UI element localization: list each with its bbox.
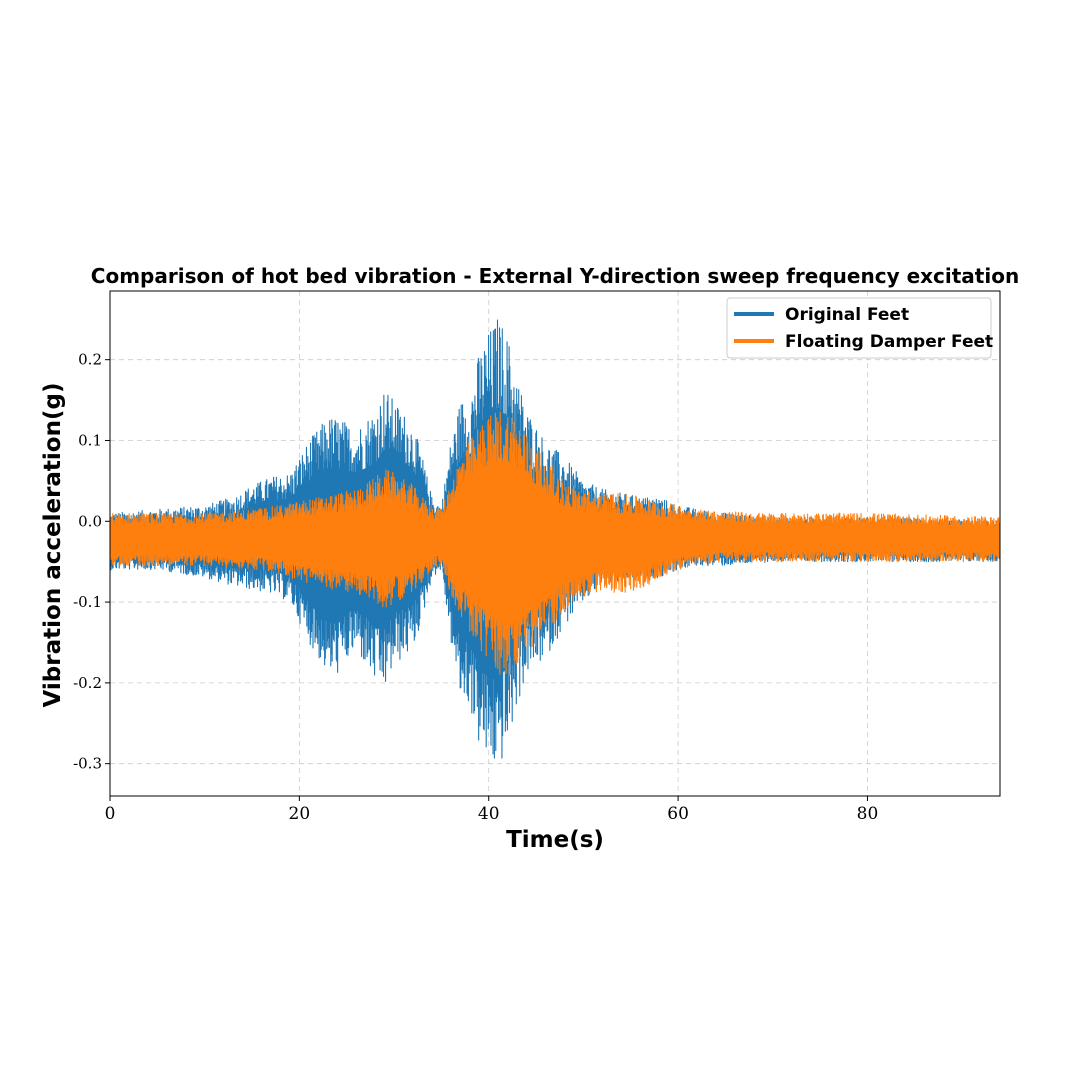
x-tick-label: 20 <box>289 804 311 824</box>
x-tick-label: 0 <box>105 804 116 824</box>
x-tick-label: 40 <box>478 804 500 824</box>
legend-box <box>726 297 992 359</box>
y-axis-title: Vibration acceleration(g) <box>40 383 66 708</box>
x-tick-label: 80 <box>857 804 879 824</box>
legend-label-floating-damper-feet: Floating Damper Feet <box>785 332 993 352</box>
legend: Original Feet Floating Damper Feet <box>726 297 993 359</box>
y-tick-label: -0.3 <box>73 755 102 773</box>
series-line-floating-damper-feet <box>110 411 1000 676</box>
y-tick-label: 0.2 <box>78 351 102 369</box>
y-tick-label: 0.1 <box>78 431 102 449</box>
chart-title: Comparison of hot bed vibration - Extern… <box>91 264 1019 288</box>
tick-layer: 0 20 40 60 80 -0.3 -0.2 -0.1 0.0 0.1 0.2 <box>73 351 878 824</box>
series-layer <box>110 319 1000 759</box>
x-axis-title: Time(s) <box>506 827 604 853</box>
y-tick-label: -0.1 <box>73 593 102 611</box>
x-tick-label: 60 <box>667 804 689 824</box>
plot-frame <box>109 290 1001 797</box>
y-tick-label: 0.0 <box>78 512 102 530</box>
y-tick-label: -0.2 <box>73 674 102 692</box>
legend-label-original-feet: Original Feet <box>785 305 909 325</box>
